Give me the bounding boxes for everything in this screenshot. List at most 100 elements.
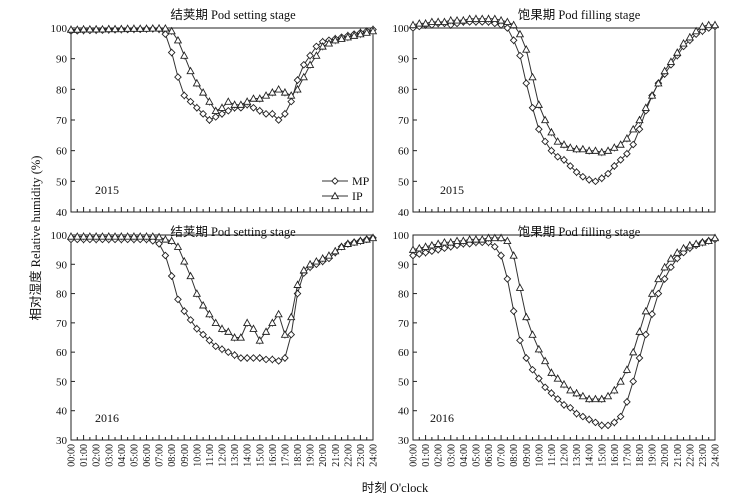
data-point <box>496 16 506 24</box>
data-point <box>597 394 606 403</box>
data-point <box>180 307 189 315</box>
y-tick-label: 100 <box>51 23 68 35</box>
panel-title: 饱果期 Pod filling stage <box>518 7 641 22</box>
data-point <box>123 232 132 240</box>
data-point <box>434 245 443 254</box>
data-point <box>331 35 340 44</box>
data-point <box>547 146 556 155</box>
series-line <box>412 237 716 400</box>
data-point <box>635 115 644 124</box>
data-point <box>243 97 252 105</box>
x-tick-label: 23:00 <box>698 444 709 467</box>
data-point <box>522 354 531 362</box>
data-point <box>704 20 713 29</box>
data-point <box>281 354 289 362</box>
x-tick-label: 03:00 <box>104 444 115 467</box>
data-point <box>622 134 632 142</box>
data-point <box>553 152 562 161</box>
legend-label-mp: MP <box>352 174 370 188</box>
x-tick-label: 16:00 <box>268 444 279 467</box>
data-point <box>110 24 120 33</box>
data-point <box>509 307 518 315</box>
y-tick-label: 80 <box>56 289 68 301</box>
data-point <box>161 23 170 32</box>
data-point <box>180 91 189 100</box>
data-point <box>236 100 246 108</box>
data-point <box>274 357 283 365</box>
data-point <box>434 239 443 247</box>
data-point <box>667 263 675 272</box>
x-tick-label: 24:00 <box>711 444 722 467</box>
data-point <box>560 156 568 164</box>
data-point <box>236 333 246 341</box>
data-point <box>440 237 449 246</box>
data-point <box>566 143 575 151</box>
data-point <box>446 16 455 24</box>
data-point <box>629 347 638 356</box>
data-point <box>660 262 669 271</box>
data-point <box>312 42 321 51</box>
data-point <box>343 32 352 41</box>
data-point <box>337 242 346 250</box>
y-tick-label: 90 <box>56 259 68 271</box>
panel-title: 结荚期 Pod setting stage <box>170 225 296 239</box>
x-tick-label: 00:00 <box>409 444 420 467</box>
data-point <box>623 149 631 158</box>
y-tick-label: 30 <box>398 435 410 447</box>
data-point <box>92 232 101 240</box>
data-point <box>199 110 207 118</box>
data-point <box>459 236 468 245</box>
data-point <box>490 242 499 251</box>
data-point <box>186 316 195 324</box>
data-point <box>691 239 701 247</box>
y-tick-label: 50 <box>56 176 68 188</box>
year-annotation: 2016 <box>430 411 454 425</box>
data-point <box>274 309 283 318</box>
data-point <box>698 237 707 246</box>
data-point <box>440 244 449 253</box>
data-point <box>603 146 613 154</box>
x-tick-label: 15:00 <box>255 444 266 467</box>
data-point <box>79 24 88 33</box>
data-point <box>585 175 594 184</box>
data-point <box>566 385 575 394</box>
x-axis-label: 时刻 O'clock <box>362 481 429 495</box>
data-point <box>123 24 132 32</box>
data-point <box>641 306 650 315</box>
x-tick-label: 06:00 <box>142 444 153 467</box>
data-point <box>503 236 512 245</box>
data-point <box>192 78 201 87</box>
data-point <box>540 356 550 365</box>
data-point <box>312 51 321 59</box>
data-point <box>522 45 531 53</box>
data-point <box>629 377 638 386</box>
data-point <box>534 344 543 353</box>
data-point <box>173 242 183 250</box>
data-point <box>186 97 195 106</box>
data-point <box>312 257 321 265</box>
data-point <box>186 271 195 280</box>
data-point <box>318 42 327 50</box>
data-point <box>660 275 669 283</box>
data-point <box>547 389 556 397</box>
legend-marker-mp <box>331 177 339 185</box>
data-point <box>534 125 543 134</box>
data-point <box>117 232 126 240</box>
data-point <box>299 265 308 274</box>
data-point <box>268 88 277 96</box>
series-mp <box>409 235 719 430</box>
y-tick-label: 80 <box>398 84 410 96</box>
data-point <box>528 330 537 338</box>
data-point <box>198 300 208 309</box>
data-point <box>553 395 562 403</box>
data-point <box>540 115 550 124</box>
data-point <box>224 348 233 356</box>
data-point <box>673 48 682 56</box>
data-point <box>173 35 183 44</box>
data-point <box>230 351 239 359</box>
data-point <box>572 409 581 418</box>
data-point <box>73 25 82 33</box>
data-point <box>452 236 462 245</box>
data-point <box>459 16 468 24</box>
